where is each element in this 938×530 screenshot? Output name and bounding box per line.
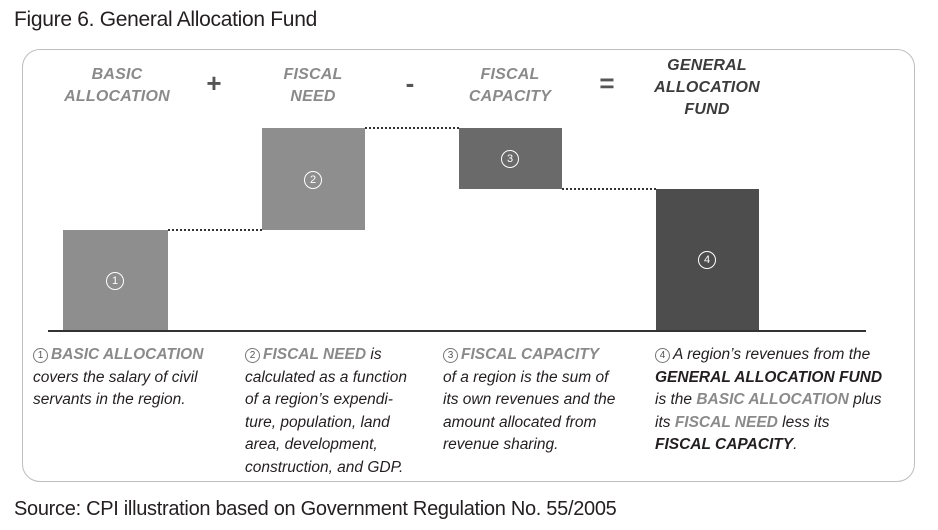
diagram-frame	[22, 49, 915, 482]
step-number-3: 3	[501, 150, 519, 168]
header-fiscal-need: FISCAL NEED	[262, 64, 364, 108]
connector-dots-3	[562, 188, 656, 190]
header-line: ALLOCATION	[64, 88, 170, 105]
text: less its	[777, 413, 830, 431]
term: FISCAL NEED	[674, 413, 778, 431]
description-basic-allocation: 1 BASIC ALLOCATION covers the salary of c…	[33, 344, 233, 412]
term: BASIC ALLOCATION	[696, 391, 849, 409]
description-line: of a region is the sum of	[443, 368, 609, 386]
description-line: covers the salary of civil	[33, 368, 198, 386]
header-line: FUND	[684, 101, 730, 118]
step-number-2: 2	[304, 171, 322, 189]
term: FISCAL CAPACITY	[655, 436, 794, 454]
bar-general-allocation-fund: 4	[656, 189, 759, 331]
circled-number: 3	[443, 348, 458, 363]
description-line: revenue sharing.	[443, 436, 559, 454]
minus-operator: -	[405, 68, 415, 98]
description-fiscal-need: 2 FISCAL NEED is calculated as a function…	[245, 344, 435, 480]
text: plus	[848, 391, 882, 409]
header-line: ALLOCATION	[654, 79, 760, 96]
connector-dots-2	[365, 127, 459, 129]
description-line: of a region’s expendi-	[245, 391, 393, 409]
equals-operator: =	[599, 68, 615, 98]
description-line: area, development,	[245, 436, 378, 454]
bar-basic-allocation: 1	[63, 230, 168, 331]
bar-fiscal-capacity: 3	[459, 128, 562, 189]
text: is the	[655, 391, 697, 409]
description-line: construction, and GDP.	[245, 458, 404, 476]
bar-fiscal-need: 2	[262, 128, 365, 230]
header-line: GENERAL	[667, 57, 747, 74]
plus-operator: +	[206, 68, 222, 98]
circled-number: 2	[245, 348, 260, 363]
text: its	[655, 413, 675, 431]
header-general-allocation-fund: GENERAL ALLOCATION FUND	[644, 55, 770, 121]
header-basic-allocation: BASIC ALLOCATION	[56, 64, 178, 108]
description-line: calculated as a function	[245, 368, 407, 386]
text: A region’s revenues from the	[673, 346, 871, 363]
header-line: FISCAL	[283, 66, 343, 83]
circled-number: 1	[33, 348, 48, 363]
term: BASIC ALLOCATION	[51, 346, 204, 363]
description-line: its own revenues and the	[443, 391, 616, 409]
description-fiscal-capacity: 3 FISCAL CAPACITY of a region is the sum …	[443, 344, 643, 457]
description-line: ture, population, land	[245, 413, 390, 431]
text: .	[793, 436, 798, 454]
text: is	[366, 346, 382, 363]
term: FISCAL NEED	[263, 346, 367, 363]
description-line: amount allocated from	[443, 413, 597, 431]
header-fiscal-capacity: FISCAL CAPACITY	[454, 64, 566, 108]
term: FISCAL CAPACITY	[461, 346, 600, 363]
step-number-1: 1	[106, 272, 124, 290]
header-line: NEED	[290, 88, 336, 105]
circled-number: 4	[655, 348, 670, 363]
description-line: servants in the region.	[33, 391, 186, 409]
baseline	[48, 330, 866, 332]
source-note: Source: CPI illustration based on Govern…	[14, 498, 617, 520]
connector-dots-1	[168, 229, 262, 231]
header-line: FISCAL	[480, 66, 540, 83]
step-number-4: 4	[698, 251, 716, 269]
header-line: CAPACITY	[468, 88, 552, 105]
header-line: BASIC	[91, 66, 143, 83]
figure-title: Figure 6. General Allocation Fund	[14, 8, 317, 31]
term: GENERAL ALLOCATION FUND	[655, 368, 883, 386]
